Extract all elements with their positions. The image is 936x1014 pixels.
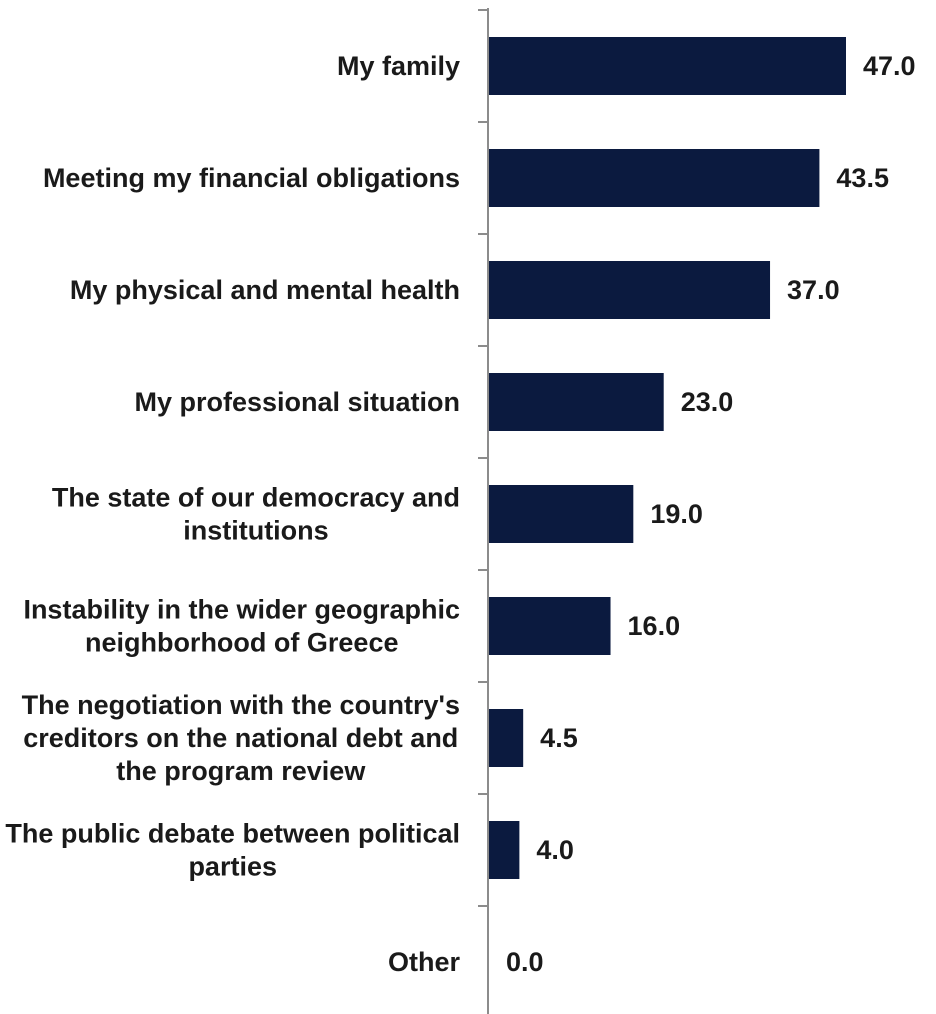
category-label: Instability in the wider geographic neigh… — [23, 595, 460, 658]
category-label-line: My physical and mental health — [70, 275, 460, 305]
bar — [489, 373, 664, 431]
bar — [489, 709, 524, 767]
category-label-line: The public debate between political — [5, 819, 460, 849]
data-label: 37.0 — [787, 275, 840, 305]
data-label: 47.0 — [863, 51, 916, 81]
category-label: Meeting my financial obligations — [43, 163, 460, 193]
category-label-line: neighborhood of Greece — [85, 628, 399, 658]
category-label: The public debate between political parti… — [5, 819, 460, 882]
data-label: 4.5 — [540, 723, 578, 753]
category-label-line: My professional situation — [134, 387, 460, 417]
bar — [489, 485, 634, 543]
data-label: 0.0 — [506, 947, 544, 977]
category-label: Other — [388, 947, 461, 977]
bar — [489, 821, 520, 879]
category-label-line: Other — [388, 947, 461, 977]
data-label: 4.0 — [536, 835, 574, 865]
category-label: My family — [337, 51, 460, 81]
bar — [489, 261, 771, 319]
labels-layer: 47.0 My family 43.5 Meeting my financial ob… — [5, 51, 915, 977]
category-label-line: the program review — [116, 756, 366, 786]
bar — [489, 37, 846, 95]
category-axis — [478, 8, 489, 1014]
category-label: The state of our democracy and institutio… — [52, 483, 460, 546]
category-label: The negotiation with the country's credit… — [22, 690, 460, 786]
data-label: 43.5 — [836, 163, 889, 193]
category-label: My professional situation — [134, 387, 460, 417]
data-label: 23.0 — [681, 387, 734, 417]
category-label-line: creditors on the national debt and — [23, 723, 458, 753]
category-label-line: institutions — [183, 516, 328, 546]
category-label-line: parties — [188, 852, 277, 882]
data-label: 16.0 — [628, 611, 681, 641]
category-label: My physical and mental health — [70, 275, 460, 305]
category-label-line: My family — [337, 51, 460, 81]
data-label: 19.0 — [650, 499, 703, 529]
category-label-line: The negotiation with the country's — [22, 690, 460, 720]
bar — [489, 597, 611, 655]
category-label-line: The state of our democracy and — [52, 483, 460, 513]
category-label-line: Meeting my financial obligations — [43, 163, 460, 193]
bar — [489, 149, 820, 207]
category-label-line: Instability in the wider geographic — [23, 595, 460, 625]
bars-layer — [489, 37, 846, 879]
